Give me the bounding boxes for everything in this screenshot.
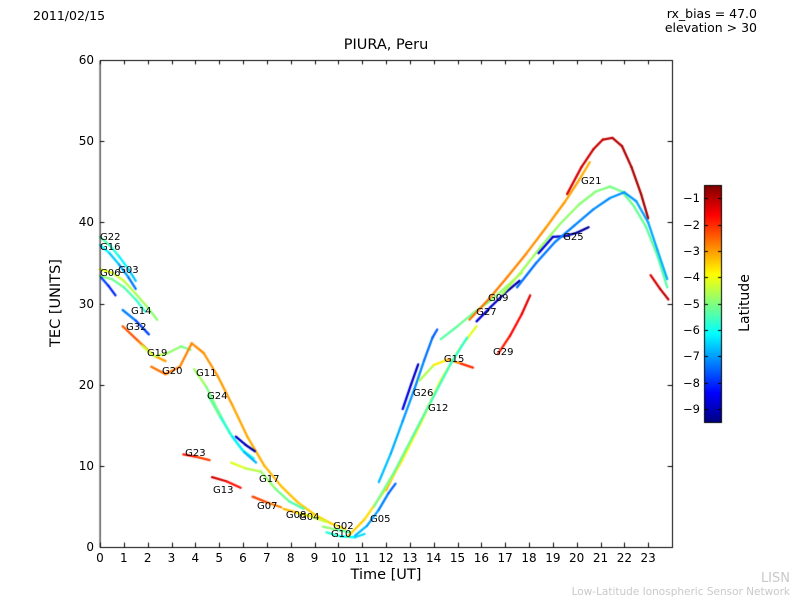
satellite-label: G20: [161, 365, 183, 377]
satellite-label: G10: [330, 528, 352, 540]
satellite-label: G21: [580, 175, 602, 187]
colorbar-tick-label: −4: [683, 270, 700, 285]
colorbar-tick-label: −7: [683, 349, 700, 364]
rx-bias-label: rx_bias = 47.0: [666, 6, 757, 21]
satellite-label: G12: [427, 403, 449, 415]
x-tick-label: 1: [120, 551, 128, 565]
date-label: 2011/02/15: [33, 8, 106, 23]
x-tick-label: 17: [497, 551, 513, 565]
x-tick-label: 16: [473, 551, 489, 565]
colorbar-tick-label: −9: [683, 401, 700, 416]
x-tick-label: 15: [449, 551, 466, 565]
x-tick-label: 21: [592, 551, 609, 565]
satellite-label: G07: [257, 501, 278, 513]
satellite-label: G02: [333, 520, 354, 532]
x-tick-label: 7: [263, 551, 271, 565]
satellite-label: G22: [100, 231, 121, 243]
x-tick-label: 14: [426, 551, 442, 565]
x-tick-label: 19: [545, 551, 561, 565]
satellite-label: G26: [412, 387, 434, 399]
satellite-label: G08: [285, 510, 307, 522]
colorbar-tick-label: −5: [683, 296, 700, 311]
x-tick-label: 6: [239, 551, 247, 565]
x-tick-label: 18: [521, 551, 537, 565]
x-tick-label: 22: [616, 551, 632, 565]
x-axis-label: Time [UT]: [350, 567, 422, 583]
y-tick-label: 40: [78, 215, 94, 230]
x-tick-label: 11: [354, 551, 370, 565]
colorbar-tick-label: −8: [683, 375, 700, 390]
satellite-label: G13: [212, 485, 234, 497]
colorbar-label: Latitude: [737, 274, 753, 332]
satellite-label: G11: [196, 368, 217, 380]
satellite-label: G16: [100, 242, 121, 254]
colorbar-tick-label: −1: [683, 191, 700, 206]
y-tick-label: 10: [78, 458, 94, 473]
watermark-lisn: LISN: [760, 571, 790, 586]
x-tick-label: 4: [191, 551, 200, 565]
y-tick-label: 50: [78, 134, 94, 149]
x-tick-label: 23: [640, 551, 656, 565]
satellite-label: G14: [130, 305, 152, 317]
y-tick-label: 30: [78, 296, 94, 311]
chart-title: PIURA, Peru: [343, 37, 429, 53]
x-tick-label: 0: [96, 551, 104, 565]
satellite-label: G06: [100, 268, 121, 280]
y-axis-label: TEC [UNITS]: [48, 259, 64, 347]
x-tick-label: 3: [167, 551, 176, 565]
colorbar-tick-label: −2: [683, 217, 700, 232]
satellite-label: G03: [118, 265, 139, 277]
y-tick-label: 60: [78, 53, 94, 67]
colorbar-tick-label: −3: [683, 243, 700, 258]
elevation-label: elevation > 30: [664, 20, 757, 35]
satellite-label: G32: [125, 321, 147, 333]
satellite-label: G27: [476, 307, 497, 319]
satellite-label: G23: [185, 447, 206, 459]
x-tick-label: 9: [310, 551, 319, 565]
satellite-label: G09: [488, 292, 509, 304]
satellite-label: G05: [370, 514, 391, 526]
y-tick-label: 0: [86, 540, 94, 554]
x-tick-label: 20: [569, 551, 585, 565]
satellite-label: G29: [493, 347, 514, 359]
satellite-label: G17: [258, 473, 280, 485]
y-tick-label: 20: [78, 377, 94, 392]
x-tick-label: 5: [215, 551, 223, 565]
x-tick-label: 13: [402, 551, 418, 565]
colorbar-tick-label: −6: [683, 322, 700, 337]
x-tick-label: 12: [378, 551, 394, 565]
x-tick-label: 8: [286, 551, 295, 565]
satellite-label: G25: [563, 231, 584, 243]
satellite-label: G19: [146, 347, 168, 359]
x-tick-label: 2: [143, 551, 152, 565]
satellite-label: G24: [207, 390, 228, 402]
x-tick-label: 10: [330, 551, 346, 565]
satellite-label: G15: [443, 353, 465, 365]
watermark-network: Low-Latitude Ionospheric Sensor Network: [571, 586, 790, 598]
satellite-label: G04: [299, 511, 320, 523]
